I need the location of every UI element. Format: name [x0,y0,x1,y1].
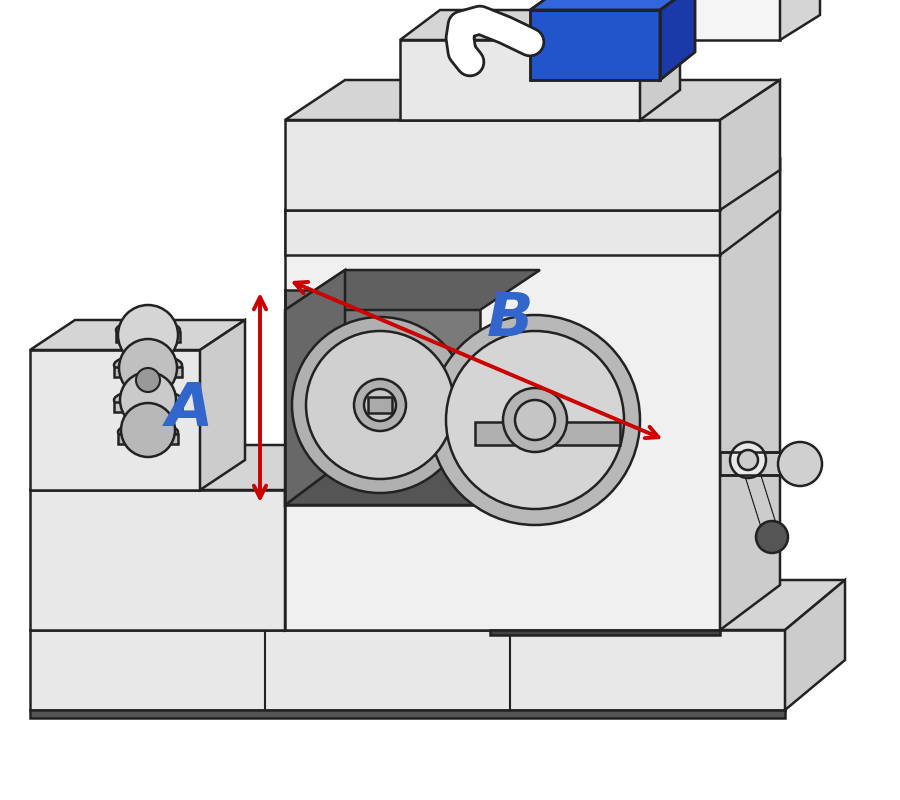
Polygon shape [285,210,720,630]
Polygon shape [530,0,695,10]
Circle shape [738,450,758,470]
Polygon shape [285,80,780,120]
Polygon shape [30,580,845,630]
Polygon shape [720,452,800,475]
Circle shape [120,372,176,428]
Circle shape [756,521,788,553]
Polygon shape [400,40,640,120]
Polygon shape [285,210,720,255]
Polygon shape [114,402,182,412]
Polygon shape [620,0,780,40]
Circle shape [119,339,177,397]
Ellipse shape [118,423,178,441]
Polygon shape [368,397,392,413]
Ellipse shape [114,354,182,375]
Circle shape [292,317,468,493]
Polygon shape [30,350,200,490]
Circle shape [503,388,567,452]
Circle shape [430,315,640,525]
Circle shape [306,331,454,479]
Polygon shape [285,290,480,505]
Circle shape [136,368,160,392]
Ellipse shape [116,320,180,339]
Polygon shape [285,120,720,210]
Circle shape [364,389,396,421]
Polygon shape [285,270,345,505]
Polygon shape [660,0,695,80]
Polygon shape [30,320,245,350]
Polygon shape [30,490,285,630]
Polygon shape [490,630,720,635]
Circle shape [515,400,555,440]
Polygon shape [285,270,540,310]
Polygon shape [118,434,178,444]
Polygon shape [285,445,345,630]
Polygon shape [475,422,620,445]
Polygon shape [285,160,780,210]
Polygon shape [720,160,780,255]
Polygon shape [780,0,820,40]
Polygon shape [30,630,785,710]
Polygon shape [785,580,845,710]
Polygon shape [285,160,780,210]
Polygon shape [116,332,180,342]
Circle shape [118,305,178,365]
Polygon shape [530,10,660,80]
Circle shape [121,403,175,457]
Polygon shape [200,320,245,490]
Polygon shape [30,445,345,490]
Text: B: B [487,290,534,350]
Polygon shape [720,160,780,630]
Polygon shape [640,10,680,120]
Circle shape [354,379,406,431]
Circle shape [778,442,822,486]
Polygon shape [720,80,780,210]
Circle shape [730,442,766,478]
Polygon shape [285,460,540,505]
Ellipse shape [114,390,182,410]
Polygon shape [30,710,785,718]
Text: A: A [166,381,213,439]
Polygon shape [114,367,182,377]
Circle shape [446,331,624,509]
Polygon shape [400,10,680,40]
